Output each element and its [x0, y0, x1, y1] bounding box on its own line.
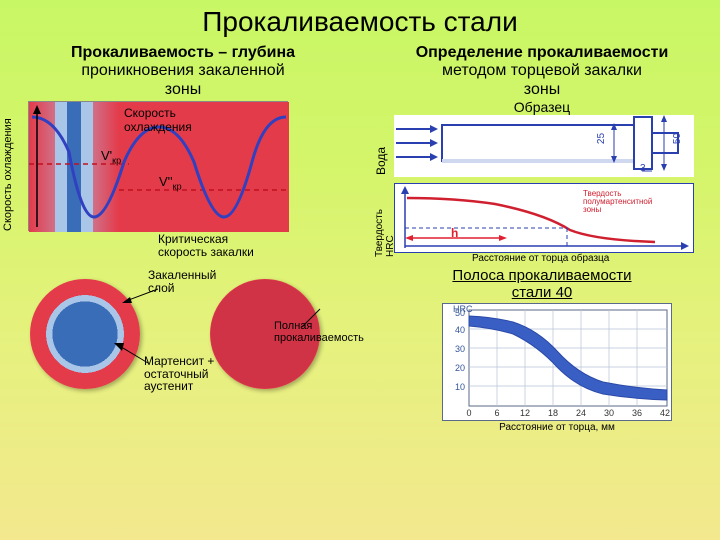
hrc-chart: h Твердостьполумартенситнойзоны: [394, 183, 694, 253]
svg-text:40: 40: [455, 325, 465, 335]
circles-row: Закаленныйслой Мартенсит +остаточныйауст…: [30, 269, 358, 409]
cooling-curve-label: Скоростьохлаждения: [124, 106, 192, 134]
band-title: Полоса прокаливаемости стали 40: [372, 267, 712, 301]
sample-label: Образец: [372, 99, 712, 115]
right-subtitle: Определение прокаливаемости методом торц…: [372, 44, 712, 99]
band-svg: 1020 304050 HRC 0612 182430 3642: [443, 304, 673, 422]
h-label: h: [451, 226, 458, 240]
right-sub-l2: методом торцевой закалки: [442, 62, 642, 79]
svg-text:0: 0: [466, 408, 471, 418]
arrow-martensite: [112, 339, 152, 369]
svg-text:HRC: HRC: [453, 304, 473, 314]
svg-text:18: 18: [548, 408, 558, 418]
left-sub-l1: Прокаливаемость – глубина: [71, 44, 295, 61]
left-sub-l2: проникновения закаленной: [81, 62, 284, 79]
right-sub-l3: зоны: [524, 81, 560, 98]
sample-svg: [394, 115, 694, 177]
martensite-label: Мартенсит +остаточныйаустенит: [144, 355, 214, 393]
crit-speed-label: Критическаяскорость закалки: [158, 233, 254, 258]
svg-text:24: 24: [576, 408, 586, 418]
right-column: Определение прокаливаемости методом торц…: [372, 44, 712, 433]
svg-text:20: 20: [455, 363, 465, 373]
band-x-label: Расстояние от торца, мм: [442, 422, 672, 433]
arrow-hardened-layer: [120, 287, 160, 307]
dim-3: 3: [640, 163, 646, 174]
dim-50: 50: [672, 133, 683, 144]
cooling-chart-wrap: Скорость охлаждения: [8, 101, 358, 231]
arrow-full-hard: [302, 305, 332, 329]
left-sub-l3: зоны: [165, 81, 201, 98]
vkp2-label: V''кр: [159, 174, 182, 192]
cooling-y-axis-label: Скорость охлаждения: [2, 111, 14, 231]
semi-label: Твердостьполумартенситнойзоны: [583, 190, 652, 214]
cooling-chart: Скоростьохлаждения V'кр V''кр: [28, 101, 288, 231]
left-subtitle: Прокаливаемость – глубина проникновения …: [8, 44, 358, 99]
vkp1-label: V'кр: [101, 148, 121, 166]
svg-text:30: 30: [455, 344, 465, 354]
hrc-chart-wrap: Твердость HRC h Твердостьполумартенситно…: [372, 183, 712, 263]
svg-text:6: 6: [494, 408, 499, 418]
sample-diagram-wrap: Вода 25: [372, 115, 712, 181]
band-chart: 1020 304050 HRC 0612 182430 3642: [442, 303, 672, 421]
hrc-y-label: Твердость HRC: [374, 185, 396, 257]
svg-text:36: 36: [632, 408, 642, 418]
sample-diagram: 25 3 50: [394, 115, 694, 177]
svg-text:10: 10: [455, 382, 465, 392]
svg-text:12: 12: [520, 408, 530, 418]
water-label: Вода: [374, 121, 388, 175]
hrc-x-label: Расстояние от торца образца: [472, 253, 609, 264]
page-title: Прокаливаемость стали: [0, 0, 720, 38]
dim-25: 25: [596, 133, 607, 144]
svg-text:30: 30: [604, 408, 614, 418]
right-sub-l1: Определение прокаливаемости: [416, 44, 669, 61]
left-column: Прокаливаемость – глубина проникновения …: [8, 44, 358, 409]
svg-text:42: 42: [660, 408, 670, 418]
band-chart-wrap: 1020 304050 HRC 0612 182430 3642 Расстоя…: [442, 303, 712, 433]
